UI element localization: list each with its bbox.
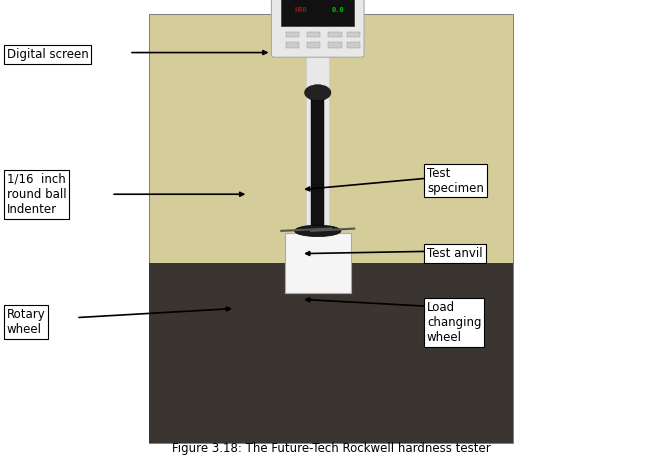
Ellipse shape [295, 225, 341, 237]
FancyBboxPatch shape [306, 53, 329, 235]
Text: HRB: HRB [295, 7, 308, 13]
FancyBboxPatch shape [281, 0, 354, 26]
Text: Rotary
wheel: Rotary wheel [7, 308, 46, 336]
FancyBboxPatch shape [307, 32, 320, 37]
FancyBboxPatch shape [271, 0, 364, 57]
Text: 0.0: 0.0 [331, 7, 344, 13]
Text: Figure 3.18: The Future-Tech Rockwell hardness tester: Figure 3.18: The Future-Tech Rockwell ha… [171, 442, 491, 455]
FancyBboxPatch shape [286, 42, 299, 48]
Ellipse shape [305, 85, 331, 101]
Text: Test anvil: Test anvil [427, 247, 483, 260]
FancyBboxPatch shape [328, 32, 342, 37]
FancyBboxPatch shape [347, 32, 360, 37]
FancyBboxPatch shape [347, 42, 360, 48]
FancyBboxPatch shape [311, 98, 324, 226]
Text: Test
specimen: Test specimen [427, 166, 484, 195]
FancyBboxPatch shape [328, 42, 342, 48]
Text: Digital screen: Digital screen [7, 48, 88, 61]
FancyBboxPatch shape [149, 14, 513, 443]
Text: Load
changing
wheel: Load changing wheel [427, 301, 481, 344]
FancyBboxPatch shape [286, 32, 299, 37]
FancyBboxPatch shape [307, 42, 320, 48]
FancyBboxPatch shape [285, 233, 351, 292]
FancyBboxPatch shape [149, 263, 513, 443]
Text: 1/16  inch
round ball
Indenter: 1/16 inch round ball Indenter [7, 173, 66, 216]
